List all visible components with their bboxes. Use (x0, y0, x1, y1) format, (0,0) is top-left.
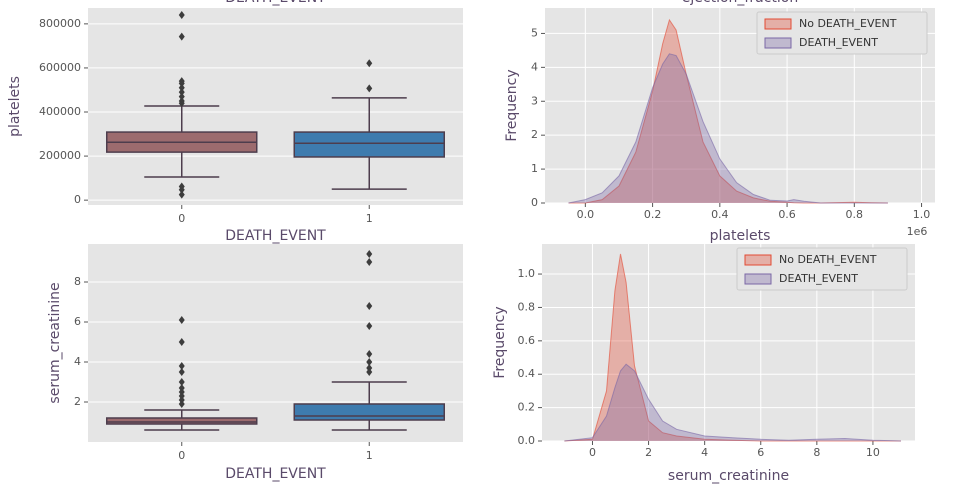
y-tick-label: 2 (531, 128, 538, 141)
outlier (178, 88, 185, 97)
x-tick-label: 0.4 (711, 208, 729, 221)
y-tick-label: 4 (74, 355, 81, 368)
x-tick-label: 4 (701, 446, 708, 459)
x-tick-label: 0.6 (778, 208, 796, 221)
outlier (366, 258, 373, 266)
y-tick-label: 400000 (39, 105, 81, 118)
y-axis-label: platelets (7, 76, 23, 137)
y-tick-label: 200000 (39, 149, 81, 162)
x-tick-label: 0.2 (644, 208, 662, 221)
chart-title: ejection_fraction (682, 0, 798, 6)
outlier (178, 83, 185, 92)
outlier (366, 59, 373, 68)
legend-box (756, 11, 928, 55)
density-area (568, 53, 888, 204)
outlier (178, 338, 185, 346)
outlier (178, 185, 185, 194)
y-tick-label: 6 (74, 315, 81, 328)
x-tick-label: 1 (366, 212, 373, 225)
outlier (178, 190, 185, 199)
x-tick-label: 1 (366, 449, 373, 462)
outlier (178, 99, 185, 108)
y-tick-label: 1 (531, 162, 538, 175)
legend-label: DEATH_EVENT (779, 272, 858, 285)
box (293, 403, 445, 421)
outlier (178, 92, 185, 101)
x-axis-label: serum_creatinine (668, 468, 789, 484)
x-axis-label: DEATH_EVENT (225, 466, 326, 482)
legend-label: No DEATH_EVENT (799, 17, 897, 30)
outlier (366, 250, 373, 258)
outlier (178, 362, 185, 370)
density-area (564, 253, 901, 442)
legend-swatch (764, 37, 792, 49)
density-area (568, 18, 888, 204)
legend-box (736, 247, 908, 291)
x-tick-label: 1.0 (913, 208, 931, 221)
y-tick-label: 5 (531, 26, 538, 39)
y-tick-label: 0.0 (518, 434, 536, 447)
y-tick-label: 0.8 (518, 300, 536, 313)
y-tick-label: 4 (531, 60, 538, 73)
x-tick-label: 10 (866, 446, 880, 459)
outlier (178, 368, 185, 376)
legend-label: No DEATH_EVENT (779, 253, 877, 266)
outlier (178, 378, 185, 386)
y-tick-label: 3 (531, 94, 538, 107)
x-tick-label: 0.0 (577, 208, 595, 221)
box (293, 131, 445, 158)
outlier (366, 368, 373, 376)
legend-label: DEATH_EVENT (799, 36, 878, 49)
y-tick-label: 8 (74, 275, 81, 288)
outlier (178, 400, 185, 408)
outlier (366, 302, 373, 310)
x-tick-label: 0.8 (846, 208, 864, 221)
y-tick-label: 800000 (39, 17, 81, 30)
x-tick-label: 0 (178, 212, 185, 225)
y-tick-label: 0.4 (518, 367, 536, 380)
y-tick-label: 0.6 (518, 334, 536, 347)
x-tick-label: 0 (589, 446, 596, 459)
x-tick-label: 6 (757, 446, 764, 459)
outlier (366, 322, 373, 330)
outlier (178, 316, 185, 324)
x-tick-label: 8 (813, 446, 820, 459)
y-tick-label: 0 (74, 193, 81, 206)
y-tick-label: 1.0 (518, 267, 536, 280)
outlier (366, 350, 373, 358)
y-tick-label: 2 (74, 395, 81, 408)
outlier (366, 84, 373, 93)
legend-swatch (764, 18, 792, 30)
x-tick-label: 2 (645, 446, 652, 459)
y-tick-label: 600000 (39, 61, 81, 74)
y-axis-label: Frequency (492, 306, 508, 378)
offset-text: 1e6 (907, 225, 928, 238)
y-axis-label: Frequency (504, 69, 520, 141)
density-area (564, 363, 902, 442)
y-tick-label: 0.2 (518, 401, 536, 414)
box (106, 417, 258, 425)
x-axis-label: DEATH_EVENT (225, 228, 326, 244)
y-axis-label: serum_creatinine (47, 282, 63, 403)
legend-swatch (744, 254, 772, 266)
chart-title: DEATH_EVENT (225, 0, 326, 6)
y-tick-label: 0 (531, 196, 538, 209)
legend-swatch (744, 273, 772, 285)
outlier (178, 11, 185, 20)
outlier (178, 79, 185, 88)
outlier (178, 32, 185, 41)
x-axis-label: platelets (710, 228, 771, 244)
x-tick-label: 0 (178, 449, 185, 462)
outlier (366, 358, 373, 366)
